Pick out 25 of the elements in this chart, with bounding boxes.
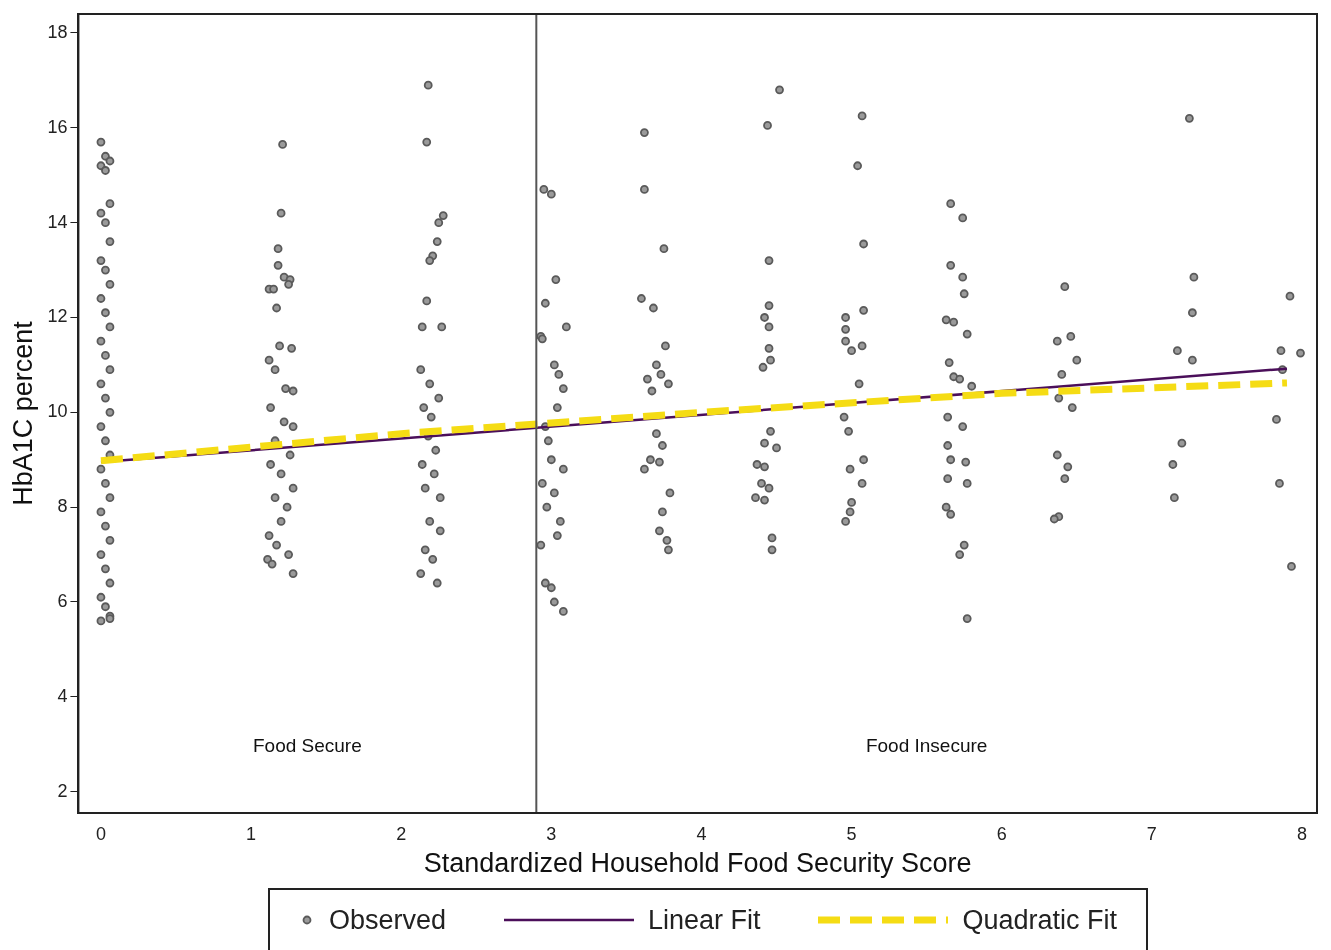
y-tick-label: 12 <box>47 306 68 327</box>
x-tick-label: 5 <box>846 823 857 844</box>
y-tick-label: 16 <box>47 116 68 137</box>
x-tick-label: 1 <box>246 823 257 844</box>
y-tick-label: 8 <box>57 496 68 517</box>
y-axis-title: HbA1C percent <box>7 320 38 506</box>
y-tick-label: 2 <box>57 780 68 801</box>
y-tick-label: 14 <box>47 211 68 232</box>
x-axis-title: Standardized Household Food Security Score <box>423 848 972 879</box>
x-tick-label: 7 <box>1146 823 1157 844</box>
x-tick-label: 8 <box>1296 823 1307 844</box>
x-tick-label: 0 <box>95 823 106 844</box>
y-tick-label: 10 <box>47 401 68 422</box>
legend-label: Linear Fit <box>647 904 761 936</box>
annotation: Food Insecure <box>865 735 988 757</box>
legend-label: Observed <box>328 904 447 936</box>
legend-label: Quadratic Fit <box>962 904 1118 936</box>
y-tick-label: 4 <box>57 685 68 706</box>
annotation: Food Secure <box>252 735 362 757</box>
x-tick-label: 6 <box>996 823 1007 844</box>
y-tick-label: 6 <box>57 590 68 611</box>
x-tick-label: 4 <box>696 823 707 844</box>
x-tick-label: 2 <box>396 823 407 844</box>
x-tick-label: 3 <box>546 823 557 844</box>
y-tick-label: 18 <box>47 21 68 42</box>
